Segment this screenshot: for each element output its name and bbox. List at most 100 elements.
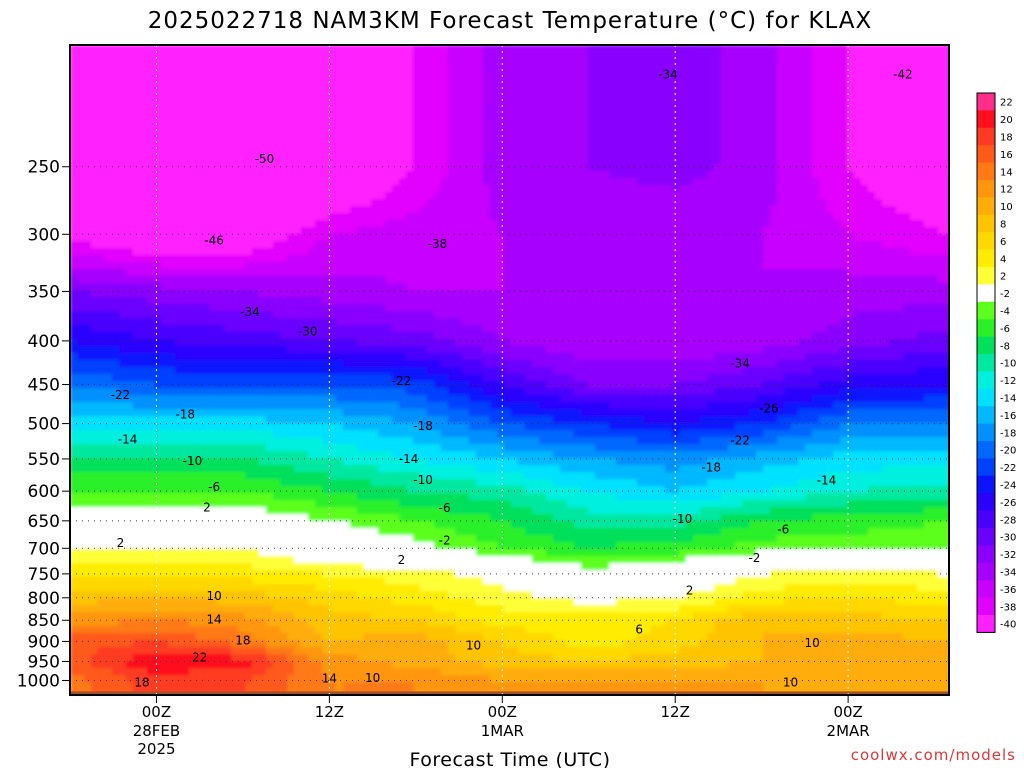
x-tick-sublabel: 28FEB (133, 722, 180, 740)
colorbar-swatch (977, 562, 995, 581)
colorbar-label: 20 (1000, 115, 1013, 126)
colorbar-label: -10 (1000, 359, 1016, 370)
colorbar-swatch (977, 162, 995, 181)
y-tick-label: 1000 (17, 671, 60, 691)
contour-label: -22 (111, 388, 131, 402)
colorbar-swatch (977, 214, 995, 233)
colorbar-label: -22 (1000, 463, 1016, 474)
colorbar-swatch (977, 388, 995, 407)
y-tick-label: 950 (28, 652, 60, 672)
contour-label: 6 (635, 623, 643, 637)
colorbar-label: -12 (1000, 376, 1016, 387)
y-tick-label: 650 (28, 512, 60, 532)
contour-label: -14 (118, 433, 138, 447)
colorbar-swatch (977, 249, 995, 268)
colorbar-label: -14 (1000, 394, 1016, 405)
contour-label: -34 (730, 356, 750, 370)
colorbar-swatch (977, 528, 995, 546)
contour-label: 2 (203, 500, 211, 514)
colorbar-swatch (977, 284, 995, 303)
contour-label: -6 (208, 480, 220, 494)
contour-label: 22 (192, 651, 207, 665)
colorbar-swatch (977, 267, 995, 285)
contour-label: 10 (804, 636, 819, 650)
x-tick-label: 12Z (661, 703, 690, 721)
colorbar-label: 22 (1000, 98, 1013, 109)
contour-label: -18 (413, 419, 433, 433)
colorbar-legend: 22 20 18 16 14 12 10 8 6 4 2 -2 -4 -6 -8 -10 -12 -14 -16 -1… (976, 92, 1016, 633)
colorbar-swatch (977, 354, 995, 372)
colorbar-label: -6 (1000, 324, 1010, 335)
plot-frame (69, 44, 950, 696)
x-tick-label: 12Z (315, 703, 344, 721)
colorbar-label: -24 (1000, 481, 1016, 492)
y-tick-label: 500 (28, 415, 60, 435)
y-tick-label: 250 (28, 158, 60, 178)
colorbar-label: -30 (1000, 533, 1016, 544)
y-axis-pressure: 2503003504004505005506006507007508008509… (17, 158, 70, 691)
contour-label: -46 (204, 233, 224, 247)
colorbar-swatch (977, 441, 995, 459)
contour-label: -10 (183, 454, 203, 468)
x-tick-sublabel: 1MAR (481, 722, 524, 740)
colorbar-swatch (977, 615, 995, 633)
colorbar-label: -18 (1000, 428, 1016, 439)
colorbar-swatch (977, 406, 995, 425)
x-tick-label: 00Z (142, 703, 171, 721)
colorbar-swatch (977, 458, 995, 477)
y-tick-label: 400 (28, 332, 60, 352)
colorbar-swatch (977, 319, 995, 338)
contour-label: 2 (117, 536, 125, 550)
y-tick-label: 600 (28, 482, 60, 502)
contour-label: -50 (255, 152, 275, 166)
y-tick-label: 750 (28, 565, 60, 585)
contour-label: 2 (686, 583, 694, 597)
colorbar-swatch (977, 93, 995, 111)
colorbar-label: 18 (1000, 133, 1013, 144)
colorbar-label: -20 (1000, 446, 1016, 457)
grid-lines (70, 45, 949, 695)
contour-label: -22 (730, 433, 750, 447)
colorbar-label: -32 (1000, 550, 1016, 561)
y-tick-label: 900 (28, 632, 60, 652)
contour-label: -14 (817, 474, 837, 488)
contour-label: -42 (893, 68, 913, 82)
temperature-field (70, 45, 949, 695)
colorbar-swatch (977, 510, 995, 529)
contour-labels: -50-46 -38-34 -42-34-30-34-22-22-26-18-18-… (111, 68, 913, 690)
contour-label: -14 (399, 452, 419, 466)
contour-label: 18 (134, 675, 149, 689)
colorbar-label: -36 (1000, 585, 1016, 596)
y-tick-label: 550 (28, 450, 60, 470)
ground-surface-band (70, 691, 949, 695)
x-tick-label: 00Z (833, 703, 862, 721)
colorbar-label: -34 (1000, 568, 1016, 579)
colorbar-swatch (977, 301, 995, 320)
ground-band (70, 691, 949, 695)
contour-label: -34 (240, 305, 260, 319)
y-tick-label: 700 (28, 539, 60, 559)
colorbar-swatch (977, 110, 995, 129)
colorbar-label: 16 (1000, 150, 1013, 161)
contour-label: -10 (413, 473, 433, 487)
x-tick-sublabel: 2MAR (827, 722, 870, 740)
contour-label: 14 (206, 612, 221, 626)
colorbar-swatch (977, 336, 995, 355)
colorbar-frame (976, 92, 996, 633)
y-tick-label: 850 (28, 611, 60, 631)
colorbar-label: -40 (1000, 620, 1016, 631)
colorbar-label: -4 (1000, 307, 1010, 318)
contour-label: 2 (398, 553, 406, 567)
colorbar-label: 6 (1000, 237, 1006, 248)
colorbar-label: 14 (1000, 167, 1013, 178)
colorbar-swatch (977, 580, 995, 599)
colorbar-swatch (977, 232, 995, 251)
contour-label: 10 (365, 671, 380, 685)
contour-label: -38 (428, 237, 448, 251)
contour-label: -30 (298, 325, 318, 339)
contour-label: 18 (235, 634, 250, 648)
contour-label: 10 (466, 639, 481, 653)
colorbar-label: -26 (1000, 498, 1016, 509)
colorbar-swatch (977, 475, 995, 494)
